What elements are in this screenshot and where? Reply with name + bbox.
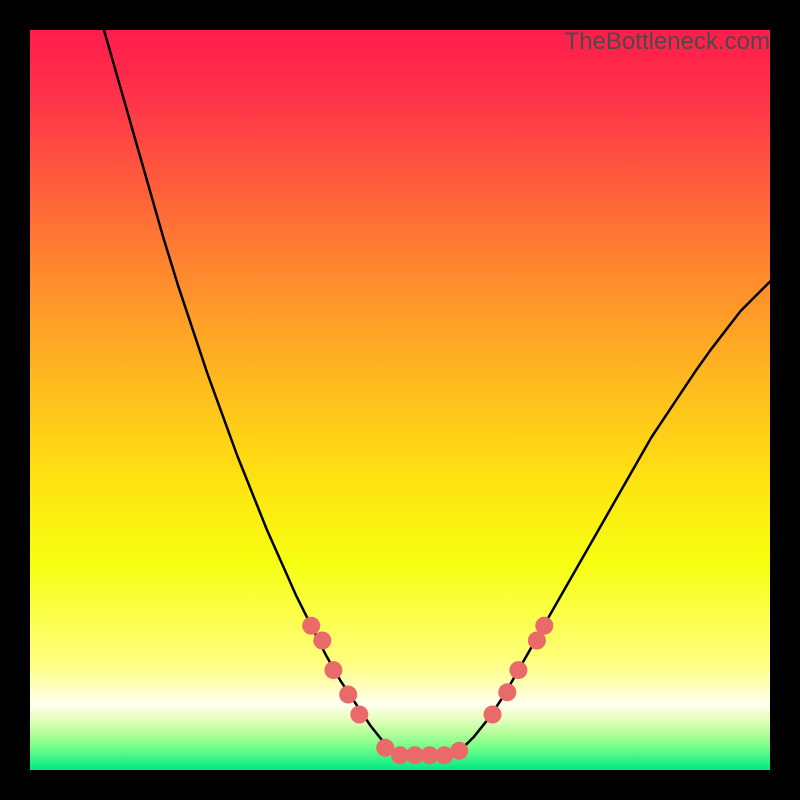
data-marker	[509, 661, 527, 679]
watermark-text: TheBottleneck.com	[565, 28, 770, 56]
plot-area: TheBottleneck.com	[30, 30, 770, 770]
bottleneck-curve	[104, 30, 770, 755]
data-marker	[324, 661, 342, 679]
data-marker	[339, 686, 357, 704]
data-marker	[484, 706, 502, 724]
plot-svg	[30, 30, 770, 770]
data-marker	[350, 706, 368, 724]
data-marker	[498, 683, 516, 701]
data-marker	[450, 742, 468, 760]
bottleneck-chart: TheBottleneck.com	[0, 0, 800, 800]
data-marker	[302, 617, 320, 635]
data-marker	[535, 617, 553, 635]
data-marker	[313, 632, 331, 650]
